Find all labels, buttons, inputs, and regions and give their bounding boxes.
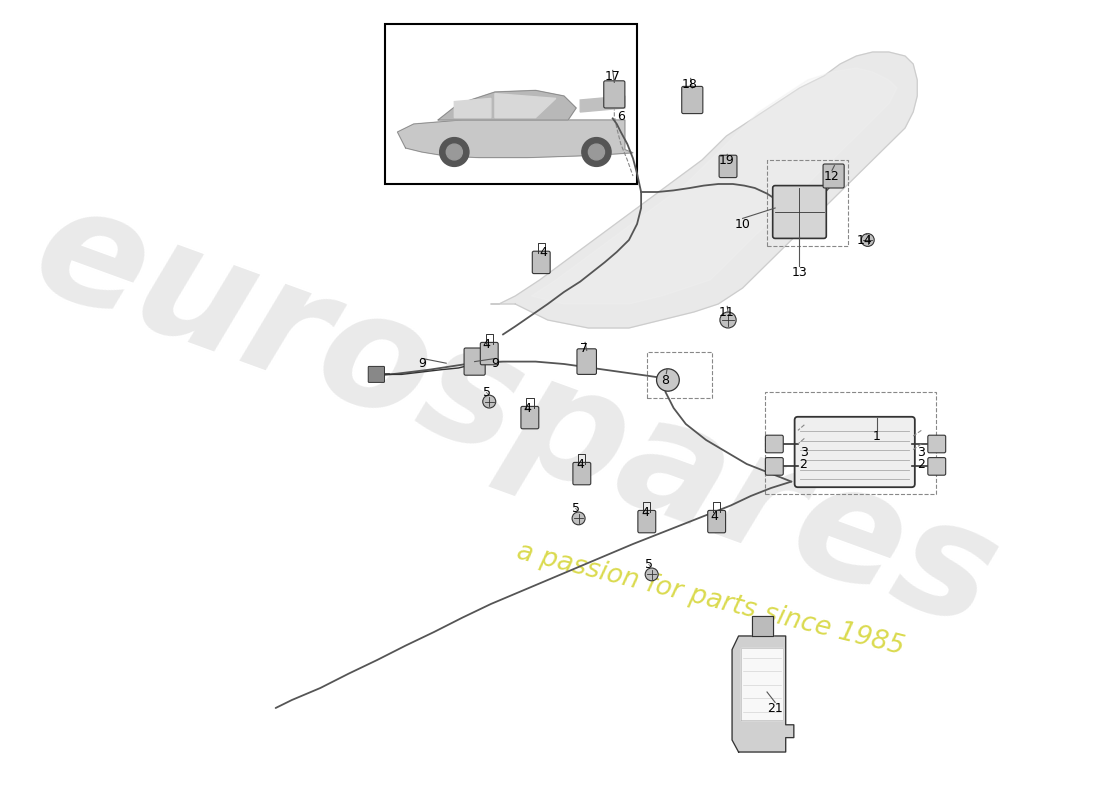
Text: 9: 9 <box>491 358 499 370</box>
Bar <box>766 392 936 494</box>
Circle shape <box>440 138 469 166</box>
Bar <box>385 24 637 184</box>
FancyBboxPatch shape <box>719 155 737 178</box>
Text: 4: 4 <box>641 506 649 518</box>
FancyBboxPatch shape <box>464 348 485 375</box>
Polygon shape <box>454 98 491 118</box>
Text: 4: 4 <box>540 246 548 258</box>
FancyBboxPatch shape <box>823 164 844 188</box>
Bar <box>767 160 848 246</box>
Text: 4: 4 <box>524 402 531 414</box>
Polygon shape <box>491 52 917 328</box>
Polygon shape <box>531 68 896 304</box>
Bar <box>647 352 712 398</box>
Circle shape <box>582 138 612 166</box>
Text: 1: 1 <box>872 430 881 442</box>
Text: 3: 3 <box>917 446 925 458</box>
Text: 13: 13 <box>792 266 807 278</box>
Text: 17: 17 <box>605 70 620 82</box>
Text: 7: 7 <box>581 342 589 354</box>
Text: 21: 21 <box>768 702 783 714</box>
Text: 2: 2 <box>917 458 925 470</box>
Circle shape <box>646 568 658 581</box>
Circle shape <box>483 395 496 408</box>
FancyBboxPatch shape <box>766 435 783 453</box>
FancyBboxPatch shape <box>481 342 498 365</box>
Polygon shape <box>495 94 556 118</box>
Text: a passion for parts since 1985: a passion for parts since 1985 <box>514 539 906 661</box>
Text: 4: 4 <box>483 338 491 350</box>
Text: 10: 10 <box>735 218 750 230</box>
Text: 18: 18 <box>682 78 697 90</box>
Circle shape <box>588 144 605 160</box>
FancyBboxPatch shape <box>604 81 625 108</box>
Text: 5: 5 <box>483 386 491 398</box>
Text: 9: 9 <box>418 358 426 370</box>
Text: 6: 6 <box>617 110 625 122</box>
Text: 4: 4 <box>711 510 718 522</box>
Text: 11: 11 <box>718 306 735 318</box>
FancyBboxPatch shape <box>772 186 826 238</box>
FancyBboxPatch shape <box>707 510 726 533</box>
Text: 5: 5 <box>572 502 580 514</box>
FancyBboxPatch shape <box>578 349 596 374</box>
Circle shape <box>861 234 875 246</box>
FancyBboxPatch shape <box>794 417 915 487</box>
Text: 4: 4 <box>576 458 584 470</box>
Text: eurospares: eurospares <box>14 170 1016 662</box>
FancyBboxPatch shape <box>573 462 591 485</box>
Text: 8: 8 <box>661 374 670 386</box>
Text: 5: 5 <box>646 558 653 570</box>
Polygon shape <box>580 96 625 112</box>
FancyBboxPatch shape <box>682 86 703 114</box>
FancyBboxPatch shape <box>766 458 783 475</box>
Polygon shape <box>397 120 632 158</box>
Text: 2: 2 <box>800 458 807 470</box>
Text: 14: 14 <box>857 234 872 246</box>
Circle shape <box>657 369 680 391</box>
FancyBboxPatch shape <box>532 251 550 274</box>
Polygon shape <box>751 616 772 636</box>
Polygon shape <box>733 636 794 752</box>
Text: 19: 19 <box>718 154 735 166</box>
FancyBboxPatch shape <box>927 435 946 453</box>
Text: 12: 12 <box>824 170 840 182</box>
Text: 3: 3 <box>800 446 807 458</box>
FancyBboxPatch shape <box>521 406 539 429</box>
FancyBboxPatch shape <box>638 510 656 533</box>
Polygon shape <box>438 90 576 120</box>
Polygon shape <box>741 648 783 720</box>
Circle shape <box>719 312 736 328</box>
FancyBboxPatch shape <box>927 458 946 475</box>
FancyBboxPatch shape <box>368 366 385 382</box>
Circle shape <box>572 512 585 525</box>
Circle shape <box>447 144 462 160</box>
